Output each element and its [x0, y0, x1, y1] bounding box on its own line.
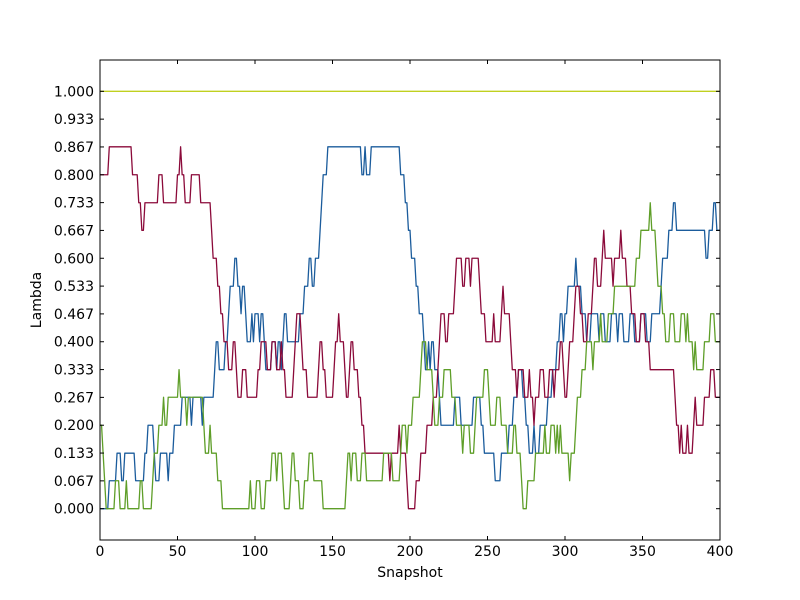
- y-tick-label: 0.000: [54, 502, 94, 518]
- x-tick-label: 0: [96, 544, 105, 560]
- y-tick-label: 0.533: [54, 279, 94, 295]
- x-tick-label: 50: [169, 544, 187, 560]
- y-tick-label: 0.400: [54, 335, 94, 351]
- x-axis-label: Snapshot: [377, 565, 443, 581]
- y-tick-label: 0.333: [54, 363, 94, 379]
- series-line-3: [100, 146, 720, 510]
- y-tick-label: 0.600: [54, 251, 94, 267]
- y-tick-label: 0.667: [54, 223, 94, 239]
- series-line-4: [100, 202, 720, 510]
- x-tick-label: 400: [707, 544, 734, 560]
- y-tick-label: 0.133: [54, 446, 94, 462]
- tick-layer: 0 50 100 150 200 250 300 350 400 0.000 0.067 0.133 0…: [54, 60, 733, 560]
- x-tick-label: 300: [552, 544, 579, 560]
- y-axis-label: Lambda: [29, 272, 45, 328]
- y-tick-label: 0.800: [54, 168, 94, 184]
- y-tick-label: 1.000: [54, 84, 94, 100]
- y-tick-label: 0.467: [54, 307, 94, 323]
- x-tick-label: 250: [474, 544, 501, 560]
- series-line-2: [100, 146, 720, 510]
- x-tick-label: 100: [242, 544, 269, 560]
- y-tick-label: 0.867: [54, 140, 94, 156]
- y-tick-label: 0.733: [54, 196, 94, 212]
- x-tick-label: 200: [397, 544, 424, 560]
- x-tick-label: 350: [629, 544, 656, 560]
- x-tick-label: 150: [319, 544, 346, 560]
- y-tick-label: 0.267: [54, 390, 94, 406]
- series-layer: [100, 90, 720, 510]
- y-tick-label: 0.200: [54, 418, 94, 434]
- y-tick-label: 0.067: [54, 474, 94, 490]
- y-tick-label: 0.933: [54, 112, 94, 128]
